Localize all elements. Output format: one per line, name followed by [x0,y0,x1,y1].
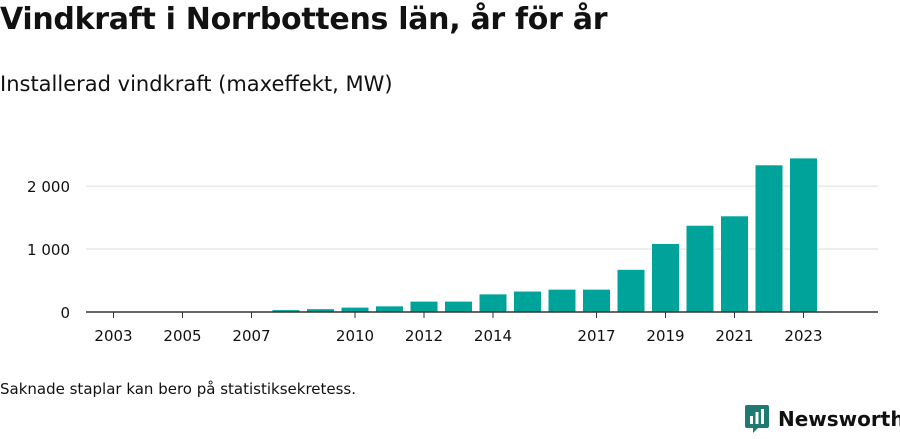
x-axis-ticks: 2003 2005 2007 2010 2012 2014 2017 2019 2021 2023 [94,312,823,345]
y-tick-label: 0 [60,304,70,322]
bars [272,158,817,312]
x-tick-label: 2005 [163,327,201,345]
bar-2014 [479,294,507,312]
y-axis-ticks: 0 1 000 2 000 [27,178,70,322]
x-tick-label: 2012 [405,327,443,345]
bar-2010 [341,307,369,312]
newsworthy-logo-icon [745,405,769,433]
brand-logo: Newsworthy [744,404,900,434]
x-tick-label: 2021 [715,327,753,345]
bar-2016 [548,289,576,312]
chart-subtitle: Installerad vindkraft (maxeffekt, MW) [0,72,393,96]
bar-2011 [376,306,403,312]
bar-2018 [617,269,645,312]
bar-chart: 0 1 000 2 000 2003 2005 2007 2010 2012 2014 2017… [27,158,878,345]
bar-2022 [755,165,783,312]
bar-2019 [652,244,679,312]
bar-2013 [445,301,472,312]
footnote: Saknade staplar kan bero på statistiksek… [0,380,357,398]
x-tick-label: 2003 [94,327,132,345]
bar-2023 [790,158,817,312]
bar-2021 [721,216,748,312]
bar-2009 [307,309,334,312]
bar-2008 [272,310,300,312]
bar-2012 [410,301,438,312]
x-tick-label: 2023 [784,327,822,345]
x-tick-label: 2007 [232,327,270,345]
y-tick-label: 2 000 [27,178,70,196]
x-tick-label: 2017 [577,327,615,345]
y-tick-label: 1 000 [27,241,70,259]
brand-name: Newsworthy [778,407,900,431]
bar-2017 [583,289,610,312]
x-tick-label: 2010 [336,327,374,345]
x-tick-label: 2019 [646,327,684,345]
bar-2015 [514,291,541,312]
x-tick-label: 2014 [474,327,512,345]
bar-2020 [686,225,714,312]
chart-title: Vindkraft i Norrbottens län, år för år [0,2,608,37]
